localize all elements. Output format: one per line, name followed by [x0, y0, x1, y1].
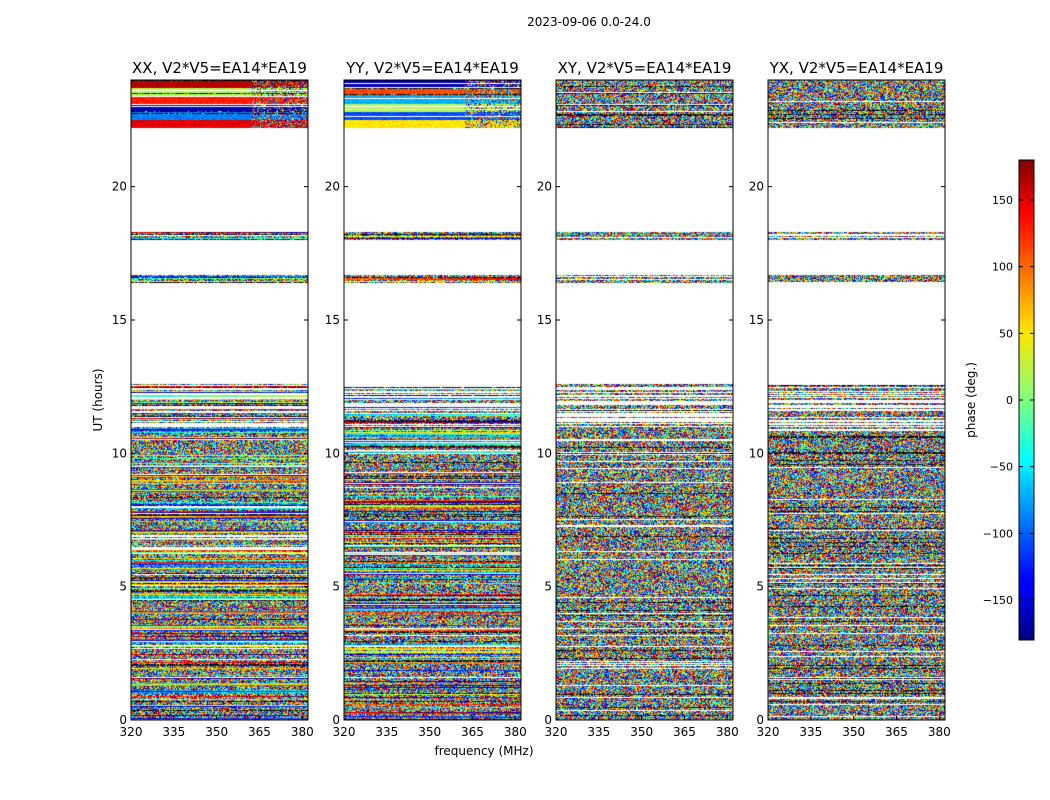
panels: XX, V2*V5=EA14*EA19 320 335 350 365 380 0 5 10 15… [112, 59, 951, 739]
panel-title: XY, V2*V5=EA14*EA19 [558, 59, 732, 77]
colorbar-tick-label: 0 [1006, 394, 1013, 407]
panel-1-heatmap [131, 80, 308, 720]
x-tick-label: 350 [205, 725, 228, 739]
y-axis-label: UT (hours) [91, 368, 105, 431]
y-tick-label: 20 [537, 180, 552, 194]
y-tick-label: 10 [325, 446, 340, 460]
x-axis-label: frequency (MHz) [434, 744, 533, 758]
colorbar-label: phase (deg.) [964, 362, 978, 438]
x-tick-label: 350 [418, 725, 441, 739]
panel-1: XX, V2*V5=EA14*EA19 320 335 350 365 380 0 5 10 15… [112, 59, 314, 739]
y-tick-label: 15 [112, 313, 127, 327]
x-tick-label: 365 [248, 725, 271, 739]
colorbar-tick-label: −100 [983, 527, 1013, 540]
y-tick-label: 20 [749, 180, 764, 194]
panel-3-frame [555, 79, 734, 721]
y-tick-label: 5 [332, 580, 340, 594]
colorbar-tick-label: 50 [999, 327, 1013, 340]
y-tick-label: 15 [325, 313, 340, 327]
x-tick-label: 335 [375, 725, 398, 739]
y-tick-label: 15 [749, 313, 764, 327]
x-tick-label: 380 [928, 725, 951, 739]
panel-4-heatmap [768, 80, 945, 720]
y-tick-label: 5 [119, 580, 127, 594]
x-tick-label: 365 [885, 725, 908, 739]
y-tick-label: 20 [112, 180, 127, 194]
colorbar-tick-label: 150 [992, 194, 1013, 207]
colorbar: 150 100 50 0 −50 −100 −150 phase (deg.) [964, 159, 1035, 641]
panel-title: YY, V2*V5=EA14*EA19 [345, 59, 519, 77]
panel-4: YX, V2*V5=EA14*EA19 320 335 350 365 380 0 5 10 15… [749, 59, 951, 739]
x-tick-label: 320 [120, 725, 143, 739]
panel-2: YY, V2*V5=EA14*EA19 320 335 350 365 380 0 5 10 15… [325, 59, 527, 739]
y-tick-label: 5 [544, 580, 552, 594]
x-tick-label: 320 [333, 725, 356, 739]
y-tick-label: 5 [756, 580, 764, 594]
panel-title: XX, V2*V5=EA14*EA19 [132, 59, 307, 77]
x-tick-label: 380 [504, 725, 527, 739]
x-tick-label: 320 [545, 725, 568, 739]
panel-1-frame [130, 79, 309, 721]
y-tick-label: 10 [749, 446, 764, 460]
y-tick-label: 15 [537, 313, 552, 327]
panel-2-frame [343, 79, 522, 721]
panel-3: XY, V2*V5=EA14*EA19 320 335 350 365 380 0 5 10 15… [537, 59, 739, 739]
x-tick-label: 335 [162, 725, 185, 739]
colorbar-ticks: 150 100 50 0 −50 −100 −150 [983, 194, 1034, 607]
x-tick-label: 320 [757, 725, 780, 739]
panel-2-heatmap [344, 80, 521, 720]
x-tick-label: 380 [291, 725, 314, 739]
y-tick-label: 10 [112, 446, 127, 460]
y-tick-label: 20 [325, 180, 340, 194]
colorbar-tick-label: −150 [983, 594, 1013, 607]
y-tick-label: 0 [544, 713, 552, 727]
figure-title: 2023-09-06 0.0-24.0 [527, 15, 651, 29]
panel-4-frame [767, 79, 946, 721]
colorbar-tick-label: −50 [990, 461, 1013, 474]
x-tick-label: 335 [799, 725, 822, 739]
y-tick-label: 10 [537, 446, 552, 460]
y-tick-label: 0 [332, 713, 340, 727]
x-tick-label: 350 [630, 725, 653, 739]
panel-3-heatmap [556, 80, 733, 720]
x-tick-label: 350 [842, 725, 865, 739]
x-tick-label: 365 [673, 725, 696, 739]
y-tick-label: 0 [756, 713, 764, 727]
panel-title: YX, V2*V5=EA14*EA19 [769, 59, 944, 77]
colorbar-tick-label: 100 [992, 261, 1013, 274]
y-tick-label: 0 [119, 713, 127, 727]
x-tick-label: 380 [716, 725, 739, 739]
x-tick-label: 335 [587, 725, 610, 739]
x-tick-label: 365 [461, 725, 484, 739]
